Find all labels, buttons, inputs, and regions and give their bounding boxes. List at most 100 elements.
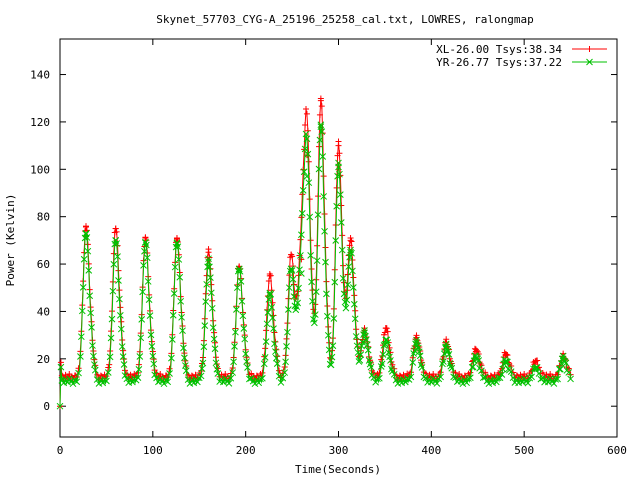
data-point (475, 357, 483, 364)
data-point (532, 358, 539, 365)
data-point (166, 370, 173, 377)
data-point (118, 343, 126, 350)
data-point (116, 312, 124, 319)
data-point (243, 358, 250, 365)
data-point (237, 278, 245, 285)
data-point (311, 311, 319, 318)
data-point (418, 364, 426, 371)
data-point (422, 374, 430, 382)
data-point (75, 369, 82, 377)
data-point (198, 365, 206, 372)
data-point (346, 242, 353, 249)
data-point (85, 266, 93, 274)
data-point (362, 336, 370, 344)
data-point (382, 336, 390, 344)
data-point (316, 111, 323, 118)
data-point (180, 344, 187, 352)
data-point (227, 370, 234, 377)
data-point (57, 363, 65, 371)
data-point (207, 265, 214, 272)
data-point (466, 374, 474, 382)
data-point (261, 354, 269, 361)
data-point (84, 247, 92, 255)
data-point (351, 315, 359, 323)
data-point (319, 153, 327, 160)
data-point (91, 366, 99, 374)
data-point (303, 105, 310, 112)
data-point (259, 374, 266, 382)
data-point (94, 371, 101, 378)
data-point (109, 287, 117, 295)
data-point (135, 366, 143, 373)
data-point (264, 309, 272, 316)
data-point (419, 359, 426, 366)
data-point (524, 379, 532, 387)
data-point (296, 266, 303, 274)
data-point (335, 142, 342, 149)
data-point (294, 299, 302, 307)
data-point (539, 369, 546, 376)
data-point (443, 345, 451, 353)
data-point (324, 331, 332, 339)
data-point (473, 347, 480, 354)
data-point (356, 356, 364, 364)
data-point (169, 311, 177, 319)
data-point (338, 246, 346, 254)
data-point (266, 272, 273, 279)
data-point (499, 365, 507, 373)
data-point (212, 359, 220, 367)
data-point (244, 364, 251, 371)
data-point (77, 353, 84, 360)
data-point (381, 329, 388, 336)
data-point (302, 121, 309, 128)
data-point (478, 367, 485, 375)
data-point (322, 258, 329, 266)
x-tick-label: 600 (607, 444, 627, 457)
data-point (160, 380, 168, 388)
plot-area: 0 100 200 300 400 500 600 0 20 40 60 80 100 120 140 (30, 38, 627, 457)
data-point (257, 375, 264, 383)
data-point (271, 329, 278, 336)
data-point (171, 263, 179, 271)
data-point (75, 365, 82, 372)
data-point (164, 378, 172, 386)
data-point (390, 370, 398, 378)
data-point (299, 191, 306, 198)
data-point (301, 145, 309, 153)
data-point (388, 365, 395, 373)
data-point (206, 263, 213, 271)
data-point (387, 357, 394, 364)
data-point (344, 281, 352, 289)
data-point (136, 353, 144, 360)
data-point (276, 367, 283, 374)
data-point (367, 363, 375, 371)
data-point (439, 360, 446, 368)
data-point (270, 325, 277, 333)
data-point (533, 363, 541, 371)
data-point (347, 237, 354, 244)
data-point (115, 277, 122, 284)
data-point (378, 360, 386, 368)
data-point (330, 315, 338, 322)
data-point (114, 242, 121, 249)
data-point (273, 346, 280, 353)
data-point (552, 376, 560, 383)
data-point (69, 380, 77, 388)
data-point (299, 187, 307, 194)
data-point (265, 278, 272, 285)
data-point (179, 327, 186, 335)
data-point (273, 360, 281, 367)
data-point (285, 284, 293, 292)
data-point (447, 362, 455, 370)
data-point (333, 184, 340, 191)
data-point (207, 274, 214, 281)
data-point (304, 150, 312, 158)
data-point (138, 316, 146, 323)
data-point (528, 373, 535, 381)
x-tick-label: 300 (329, 444, 349, 457)
y-axis-label: Power (Kelvin) (4, 194, 17, 287)
data-point (121, 372, 129, 379)
data-point (306, 213, 314, 221)
